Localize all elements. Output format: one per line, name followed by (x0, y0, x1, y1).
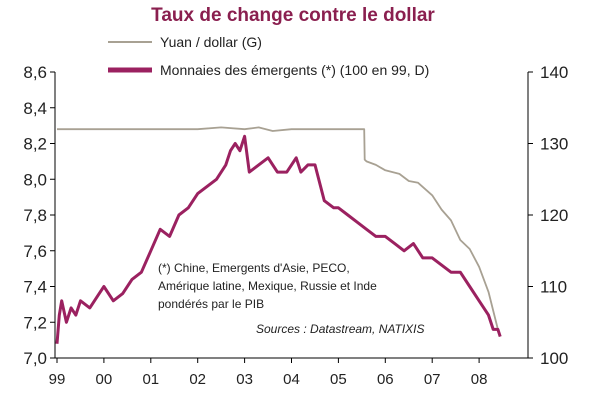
legend-label-emerging: Monnaies des émergents (*) (100 en 99, D… (160, 62, 429, 78)
legend-label-yuan: Yuan / dollar (G) (160, 34, 262, 50)
series-line-yuan (57, 126, 502, 337)
left-tick-label: 7,4 (23, 278, 47, 297)
x-tick-label: 06 (377, 371, 394, 388)
note-block: (*) Chine, Emergents d'Asie, PECO, Améri… (158, 261, 425, 336)
left-tick-label: 7,2 (23, 313, 47, 332)
note-line-3: pondérés par le PIB (158, 297, 264, 311)
x-tick-label: 04 (283, 371, 300, 388)
series-layer (55, 126, 502, 344)
note-line-2: Amérique latine, Mexique, Russie et Inde (158, 279, 377, 293)
left-tick-label: 8,4 (23, 99, 47, 118)
right-axis-ticks: 100 110 120 130 140 (528, 63, 568, 368)
left-axis-ticks: 7,0 7,2 7,4 7,6 7,8 8,0 8,2 8,4 8,6 (23, 63, 55, 368)
legend: Yuan / dollar (G) Monnaies des émergents… (108, 34, 429, 78)
x-tick-label: 07 (424, 371, 441, 388)
right-tick-label: 110 (540, 278, 567, 297)
right-tick-label: 140 (540, 63, 568, 82)
x-tick-label: 00 (96, 371, 113, 388)
left-tick-label: 8,0 (23, 170, 47, 189)
left-tick-label: 8,6 (23, 63, 47, 82)
series-line-emerging (55, 134, 502, 344)
left-tick-label: 7,0 (23, 349, 47, 368)
right-tick-label: 130 (540, 135, 568, 154)
note-line-1: (*) Chine, Emergents d'Asie, PECO, (158, 261, 350, 275)
x-tick-label: 08 (471, 371, 488, 388)
left-tick-label: 8,2 (23, 135, 47, 154)
right-tick-label: 120 (540, 206, 568, 225)
right-tick-label: 100 (540, 349, 568, 368)
x-tick-label: 03 (236, 371, 253, 388)
x-tick-label: 01 (142, 371, 159, 388)
source-note: Sources : Datastream, NATIXIS (256, 322, 425, 336)
left-tick-label: 7,8 (23, 206, 47, 225)
x-axis-ticks: 99 00 01 02 03 04 05 06 07 08 (49, 358, 488, 388)
x-tick-label: 02 (189, 371, 206, 388)
chart-title: Taux de change contre le dollar (151, 5, 435, 26)
left-tick-label: 7,6 (23, 242, 47, 261)
x-tick-label: 05 (330, 371, 347, 388)
x-tick-label: 99 (49, 371, 66, 388)
